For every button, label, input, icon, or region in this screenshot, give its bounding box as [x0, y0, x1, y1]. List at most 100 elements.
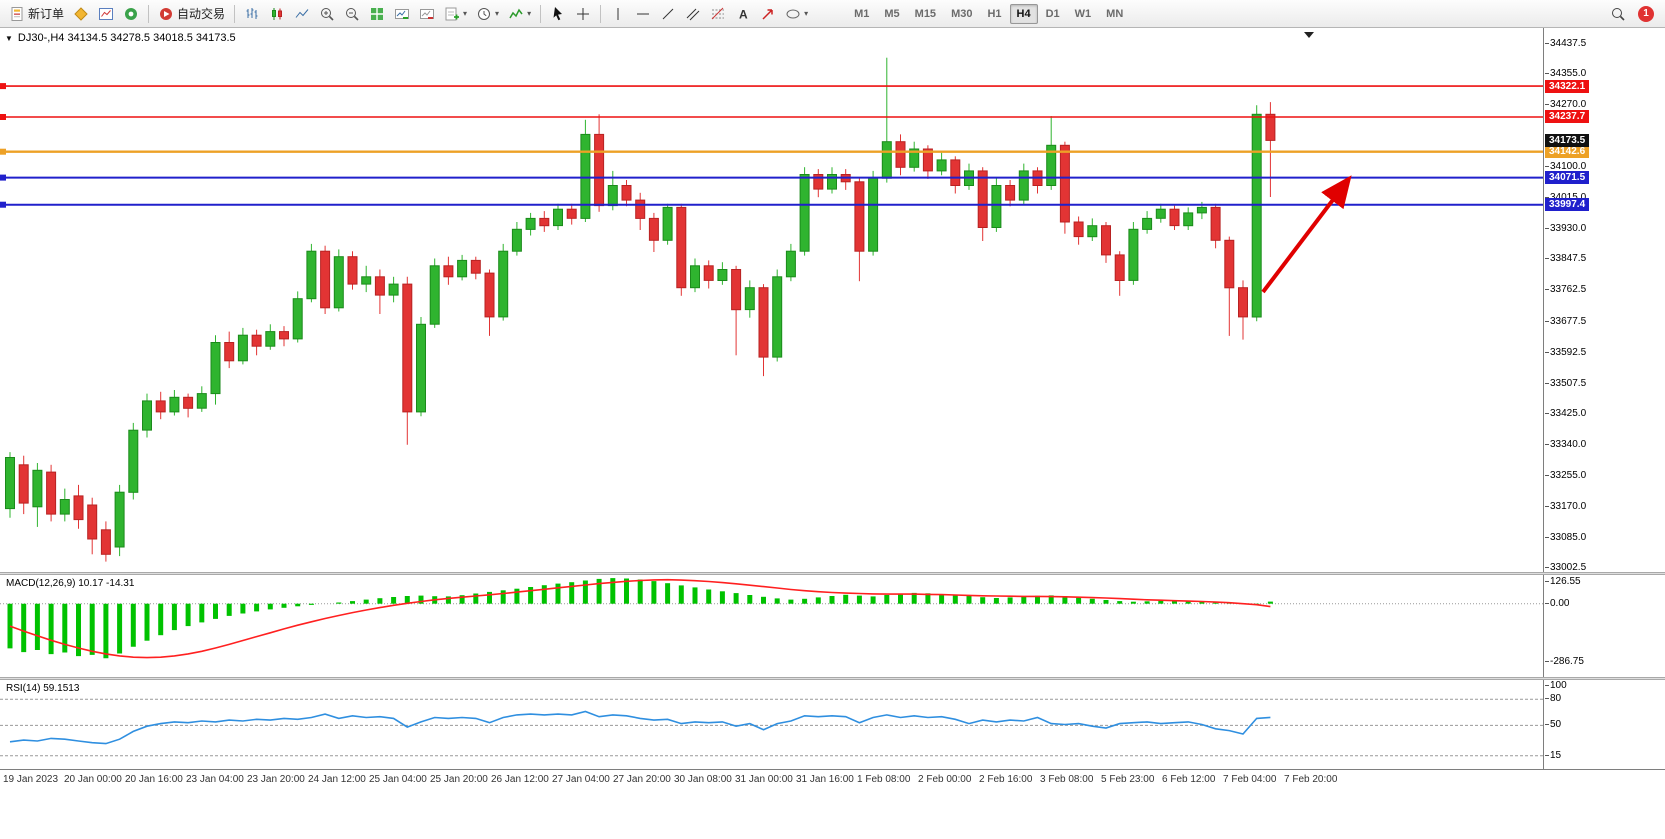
- market-watch-icon: [74, 6, 88, 21]
- zoom-out-button[interactable]: [340, 3, 364, 25]
- periods-clock-icon: [478, 7, 491, 20]
- price-line-badge: 33997.4: [1545, 198, 1590, 212]
- candlestick-chart-surface[interactable]: [0, 28, 1543, 572]
- cursor-icon: [553, 6, 563, 20]
- scale-label: 50: [1544, 719, 1562, 731]
- timeframe-button-h1[interactable]: H1: [987, 7, 1002, 20]
- svg-text:A: A: [739, 7, 748, 21]
- periods-button[interactable]: ▾: [472, 3, 503, 25]
- timeframe-button-mn[interactable]: MN: [1106, 7, 1124, 20]
- time-axis-label: 3 Feb 08:00: [1040, 774, 1094, 785]
- scale-label: 34100.0: [1544, 161, 1587, 173]
- new-chart-button[interactable]: ▾: [440, 3, 471, 25]
- scale-label: 33002.5: [1544, 562, 1587, 572]
- price-line-badge: 34322.1: [1545, 79, 1590, 93]
- new-order-label: 新订单: [28, 7, 65, 21]
- time-axis-label: 23 Jan 04:00: [186, 774, 244, 785]
- chart-shift-icon: [420, 8, 435, 19]
- trendline-icon: [662, 8, 674, 19]
- time-axis-label: 26 Jan 12:00: [491, 774, 549, 785]
- time-axis-label: 25 Jan 20:00: [430, 774, 488, 785]
- time-axis[interactable]: 19 Jan 2023 20 Jan 00:00 20 Jan 16:00 23 Ja…: [0, 769, 1665, 789]
- timeframe-button-m15[interactable]: M15: [914, 7, 937, 20]
- line-chart-mode-button[interactable]: [290, 3, 314, 25]
- collapse-panel-icon[interactable]: ▼: [5, 33, 13, 43]
- timeframe-button-d1[interactable]: D1: [1045, 7, 1060, 20]
- timeframe-group: M1 M5 M15 M30 H1 H4 D1 W1 MN: [847, 3, 1130, 24]
- line-anchor-handle[interactable]: [0, 83, 6, 90]
- scale-label: 33762.5: [1544, 284, 1587, 296]
- new-order-button[interactable]: 新订单: [5, 3, 68, 25]
- chart-ohlc-readout: DJ30-,H4 34134.5 34278.5 34018.5 34173.5: [17, 32, 236, 44]
- macd-panel[interactable]: MACD(12,26,9) 10.17 -14.31 126.55 0.00 -28…: [0, 575, 1665, 677]
- autotrading-label: 自动交易: [177, 7, 226, 21]
- community-button[interactable]: [119, 3, 143, 25]
- timeframe-button-m5[interactable]: M5: [884, 7, 900, 20]
- toolbar-separator: [148, 4, 150, 23]
- price-line-badge: 34237.7: [1545, 110, 1590, 124]
- line-anchor-handle[interactable]: [0, 201, 6, 208]
- zoom-in-button[interactable]: [315, 3, 339, 25]
- autotrading-button[interactable]: 自动交易: [154, 3, 229, 25]
- text-tool-button[interactable]: A: [731, 3, 755, 25]
- channel-tool-button[interactable]: [681, 3, 705, 25]
- cursor-tool-button[interactable]: [546, 3, 570, 25]
- time-axis-label: 24 Jan 12:00: [308, 774, 366, 785]
- bar-chart-mode-button[interactable]: [240, 3, 264, 25]
- line-anchor-handle[interactable]: [0, 148, 6, 155]
- autotrading-icon: [160, 7, 173, 20]
- chevron-down-icon: ▾: [527, 8, 532, 18]
- toolbar-separator: [540, 4, 542, 23]
- arrows-tool-button[interactable]: [756, 3, 780, 25]
- chart-shift-marker[interactable]: [1304, 32, 1314, 38]
- rsi-scale[interactable]: 100 80 50 15: [1543, 680, 1665, 769]
- time-axis-label: 27 Jan 20:00: [613, 774, 671, 785]
- macd-scale[interactable]: 126.55 0.00 -286.75: [1543, 575, 1665, 677]
- chart-window-button[interactable]: [94, 3, 118, 25]
- crosshair-icon: [577, 7, 590, 20]
- macd-chart-surface[interactable]: [0, 575, 1543, 677]
- panel-splitter[interactable]: [0, 572, 1665, 575]
- search-button[interactable]: [1606, 3, 1630, 25]
- price-scale[interactable]: 34437.5 34355.0 34270.0 34100.0 34015.0 33930…: [1543, 28, 1665, 572]
- fibonacci-tool-button[interactable]: [706, 3, 730, 25]
- scale-label: 33085.0: [1544, 531, 1587, 543]
- new-chart-icon: [445, 7, 460, 20]
- shapes-tool-button[interactable]: ▾: [781, 3, 812, 25]
- rsi-chart-surface[interactable]: [0, 680, 1543, 769]
- chart-shift-button[interactable]: [415, 3, 439, 25]
- text-icon: A: [739, 7, 748, 21]
- line-anchor-handle[interactable]: [0, 114, 6, 120]
- scale-label: 126.55: [1545, 576, 1581, 587]
- trend-arrow-annotation[interactable]: [1261, 175, 1352, 294]
- crosshair-tool-button[interactable]: [571, 3, 595, 25]
- panel-splitter[interactable]: [0, 677, 1665, 680]
- indicators-button[interactable]: ▾: [504, 3, 535, 25]
- timeframe-button-m30[interactable]: M30: [951, 7, 973, 20]
- time-axis-label: 5 Feb 23:00: [1101, 774, 1155, 785]
- auto-scroll-icon: [395, 8, 410, 19]
- candlestick-mode-button[interactable]: [265, 3, 289, 25]
- timeframe-button-m1[interactable]: M1: [854, 7, 870, 20]
- chevron-down-icon: ▾: [495, 8, 500, 18]
- price-chart-panel[interactable]: ▼ DJ30-,H4 34134.5 34278.5 34018.5 34173…: [0, 28, 1665, 572]
- vertical-line-icon: [617, 7, 619, 20]
- tile-windows-button[interactable]: [365, 3, 389, 25]
- chevron-down-icon: ▾: [804, 8, 809, 18]
- timeframe-button-h4[interactable]: H4: [1009, 3, 1038, 24]
- scale-label: 100: [1545, 680, 1567, 691]
- rsi-panel[interactable]: RSI(14) 59.1513 100 80 50 15: [0, 680, 1665, 769]
- rsi-header: RSI(14) 59.1513: [6, 683, 80, 694]
- horizontal-line-tool-button[interactable]: [631, 3, 655, 25]
- time-axis-label: 20 Jan 00:00: [64, 774, 122, 785]
- trendline-tool-button[interactable]: [656, 3, 680, 25]
- vertical-line-tool-button[interactable]: [606, 3, 630, 25]
- timeframe-button-w1[interactable]: W1: [1074, 7, 1092, 20]
- market-watch-button[interactable]: [69, 3, 93, 25]
- notification-badge[interactable]: 1: [1638, 5, 1654, 22]
- scale-label: -286.75: [1545, 655, 1584, 667]
- macd-header: MACD(12,26,9) 10.17 -14.31: [6, 578, 135, 589]
- line-anchor-handle[interactable]: [0, 174, 6, 181]
- auto-scroll-button[interactable]: [390, 3, 414, 25]
- time-axis-label: 7 Feb 04:00: [1223, 774, 1277, 785]
